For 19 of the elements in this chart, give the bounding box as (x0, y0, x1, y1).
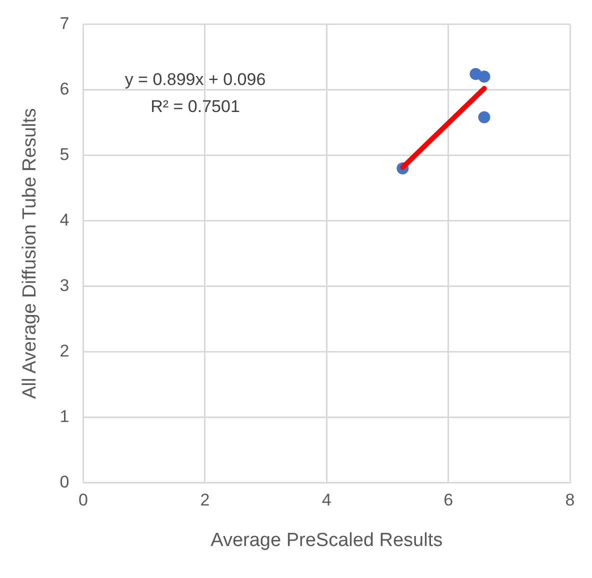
y-tick-label: 5 (60, 144, 70, 164)
y-tick-label: 6 (60, 79, 70, 98)
x-tick-label: 8 (565, 490, 575, 510)
annotation: y = 0.899x + 0.096 (124, 70, 266, 90)
y-tick-label: 1 (60, 406, 70, 426)
x-axis-title: Average PreScaled Results (210, 530, 443, 551)
x-tick-label: 0 (78, 490, 88, 510)
y-tick-label: 7 (60, 14, 70, 33)
y-tick-label: 3 (60, 276, 70, 295)
point (478, 111, 490, 124)
x-tick-label: 4 (322, 490, 332, 510)
y-axis-title: All Average Diffusion Tube Results (20, 108, 41, 399)
point (478, 70, 490, 83)
annotation: R² = 0.7501 (150, 97, 240, 116)
y-tick-label: 4 (60, 210, 70, 230)
x-tick-label: 2 (200, 490, 210, 510)
x-tick-label: 6 (444, 490, 454, 510)
y-tick-label: 2 (60, 341, 70, 360)
y-tick-label: 0 (60, 472, 70, 492)
